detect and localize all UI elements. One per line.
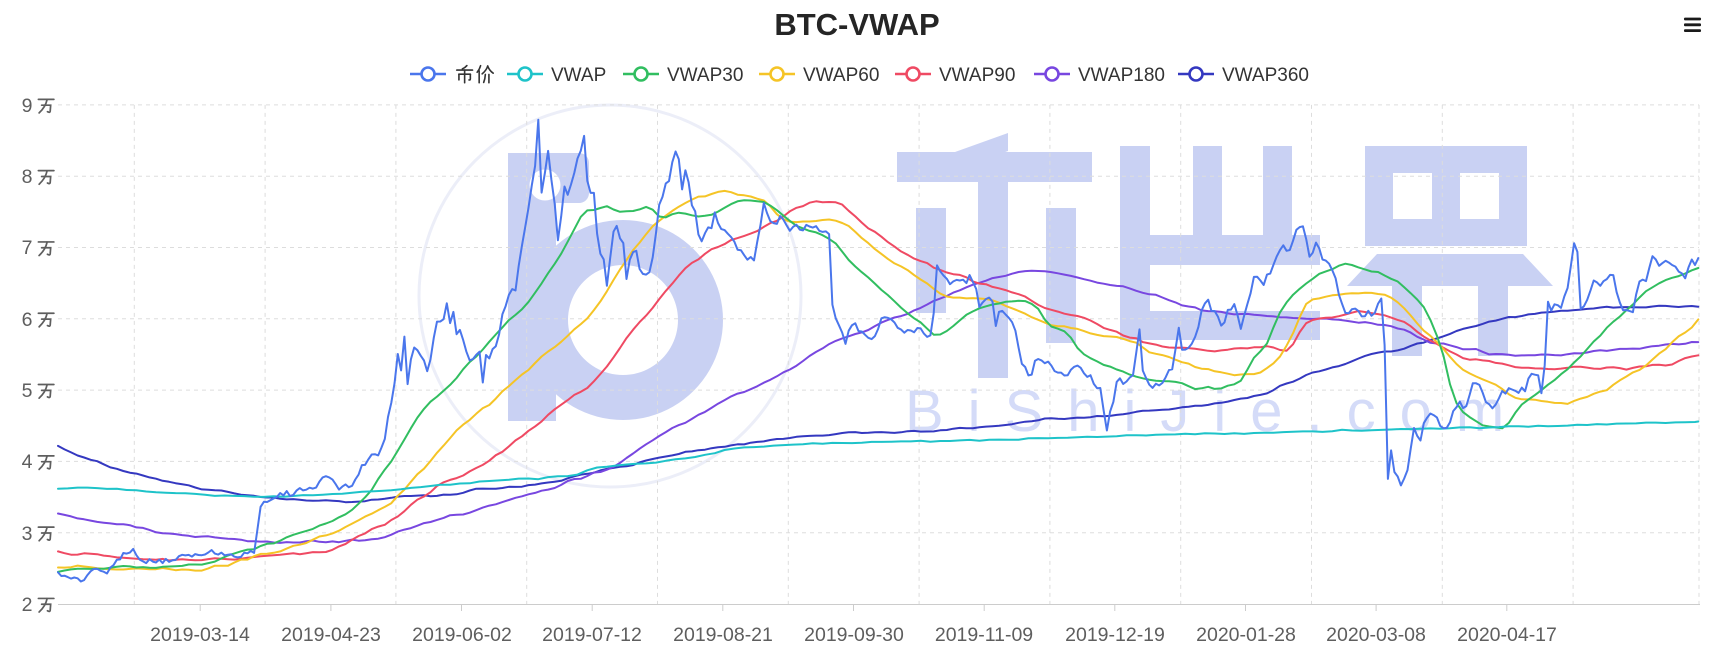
svg-text:2019-03-14: 2019-03-14 [150,624,250,646]
svg-text:9: 9 [22,95,33,117]
svg-text:2020-04-17: 2020-04-17 [1457,624,1557,646]
svg-text:2019-07-12: 2019-07-12 [542,624,642,646]
svg-text:4: 4 [22,451,33,473]
svg-text:2019-09-30: 2019-09-30 [804,624,904,646]
svg-text:2019-08-21: 2019-08-21 [673,624,773,646]
svg-text:VWAP360: VWAP360 [1222,65,1309,86]
svg-text:2020-01-28: 2020-01-28 [1196,624,1296,646]
svg-text:2019-12-19: 2019-12-19 [1065,624,1165,646]
svg-text:VWAP180: VWAP180 [1078,65,1165,86]
svg-text:6: 6 [22,309,33,331]
svg-text:8: 8 [22,166,33,188]
svg-text:2019-04-23: 2019-04-23 [281,624,381,646]
svg-text:2019-06-02: 2019-06-02 [412,624,512,646]
svg-text:VWAP: VWAP [551,65,606,86]
svg-text:7: 7 [22,237,33,259]
svg-text:2: 2 [22,594,33,616]
svg-text:2020-03-08: 2020-03-08 [1326,624,1426,646]
svg-text:VWAP30: VWAP30 [667,65,743,86]
svg-text:5: 5 [22,380,33,402]
svg-text:VWAP60: VWAP60 [803,65,879,86]
svg-text:BTC-VWAP: BTC-VWAP [774,7,939,42]
svg-text:VWAP90: VWAP90 [939,65,1015,86]
svg-text:3: 3 [22,523,33,545]
svg-text:2019-11-09: 2019-11-09 [935,624,1033,646]
